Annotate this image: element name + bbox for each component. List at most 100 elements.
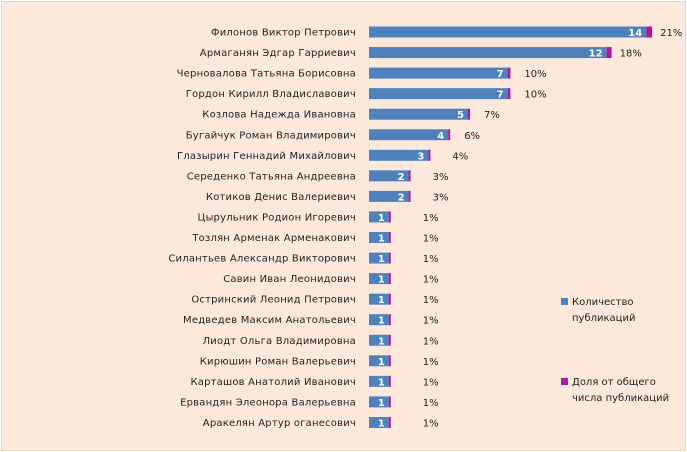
- bar-count: [369, 375, 389, 387]
- bar-share: [388, 314, 391, 326]
- bar-count: [369, 88, 508, 100]
- bar-share: [388, 355, 391, 367]
- bar-row: Остринский Леонид Петрович 1 1%: [191, 293, 439, 306]
- bar-row: Бугайчук Роман Владимирович 4 6%: [186, 129, 480, 142]
- share-label: 6%: [464, 131, 480, 142]
- bar-row: Котиков Денис Валериевич 2 3%: [206, 190, 449, 203]
- share-label: 1%: [423, 254, 439, 265]
- share-label: 1%: [423, 275, 439, 286]
- share-label: 1%: [423, 398, 439, 409]
- category-label: Тозлян Арменак Арменакович: [191, 233, 356, 244]
- bar-share: [507, 88, 511, 100]
- value-label: 2: [398, 192, 405, 203]
- bar-count: [369, 190, 409, 202]
- category-label: Черновалова Татьяна Борисовна: [177, 69, 356, 80]
- category-label: Цырульник Родион Игоревич: [197, 212, 356, 223]
- share-label: 1%: [423, 213, 439, 224]
- bar-share: [646, 26, 653, 38]
- bar-count: [369, 170, 409, 182]
- bar-row: Гордон Кирилл Владиславович 7 10%: [186, 88, 547, 101]
- bar-row: Силантьев Александр Викторович 1 1%: [168, 252, 439, 265]
- bar-count: [369, 416, 389, 428]
- category-label: Середенко Татьяна Андреевна: [187, 171, 356, 182]
- bar-count: [369, 211, 389, 223]
- bar-count: [369, 314, 389, 326]
- value-label: 5: [457, 110, 464, 121]
- bar-row: Тозлян Арменак Арменакович 1 1%: [191, 232, 439, 245]
- bar-count: [369, 334, 389, 346]
- category-label: Бугайчук Роман Владимирович: [186, 130, 356, 141]
- value-label: 1: [378, 275, 385, 286]
- share-label: 1%: [423, 357, 439, 368]
- bar-share: [388, 211, 391, 223]
- bar-count: [369, 293, 389, 305]
- bar-count: [369, 129, 449, 141]
- share-label: 3%: [433, 172, 449, 183]
- category-label: Ервандян Элеонора Валерьевна: [180, 397, 356, 408]
- bar-share: [408, 190, 411, 202]
- bar-share: [507, 67, 511, 79]
- bar-share: [388, 273, 391, 285]
- bar-count: [369, 355, 389, 367]
- bar-row: Цырульник Родион Игоревич 1 1%: [197, 211, 439, 224]
- legend-swatch: [561, 378, 568, 385]
- value-label: 1: [378, 418, 385, 429]
- category-label: Медведев Максим Анатольевич: [183, 315, 356, 326]
- bar-row: Аракелян Артур оганесович 1 1%: [203, 416, 439, 429]
- legend-label: числа публикаций: [572, 393, 669, 404]
- share-label: 18%: [620, 49, 642, 60]
- share-label: 1%: [423, 295, 439, 306]
- bar-row: Черновалова Татьяна Борисовна 7 10%: [177, 67, 547, 80]
- bar-share: [428, 149, 431, 161]
- share-label: 21%: [660, 28, 682, 39]
- category-label: Глазырин Геннадий Михайлович: [177, 151, 356, 162]
- share-label: 1%: [423, 316, 439, 327]
- bar-row: Глазырин Геннадий Михайлович 3 4%: [177, 149, 468, 162]
- share-label: 1%: [423, 336, 439, 347]
- share-label: 4%: [452, 151, 468, 162]
- bar-share: [388, 416, 391, 428]
- category-label: Котиков Денис Валериевич: [206, 192, 356, 203]
- bar-row: Медведев Максим Анатольевич 1 1%: [183, 314, 439, 327]
- legend-item: Количество публикаций: [561, 297, 636, 324]
- share-label: 10%: [524, 69, 546, 80]
- legend-label: Количество: [572, 297, 634, 308]
- bar-row: Середенко Татьяна Андреевна 2 3%: [187, 170, 449, 183]
- legend-item: Доля от общего числа публикаций: [561, 377, 669, 404]
- bar-row: Савин Иван Леонидович 1 1%: [223, 273, 439, 286]
- share-label: 1%: [423, 418, 439, 429]
- value-label: 1: [378, 234, 385, 245]
- bar-count: [369, 273, 389, 285]
- bar-share: [388, 375, 391, 387]
- value-label: 1: [378, 357, 385, 368]
- bar-count: [369, 47, 607, 59]
- bar-row: Филонов Виктор Петрович 14 21%: [211, 26, 682, 39]
- legend-label: Доля от общего: [572, 377, 656, 388]
- bar-share: [606, 47, 612, 59]
- share-label: 7%: [484, 110, 500, 121]
- category-label: Кирюшин Роман Валерьевич: [200, 356, 356, 367]
- bar-row: Ервандян Элеонора Валерьевна 1 1%: [180, 396, 439, 409]
- value-label: 1: [378, 398, 385, 409]
- bar-share: [448, 129, 451, 141]
- bar-row: Козлова Надежда Ивановна 5 7%: [202, 108, 500, 121]
- category-label: Остринский Леонид Петрович: [191, 295, 356, 306]
- bar-share: [388, 396, 391, 408]
- bar-count: [369, 232, 389, 243]
- bar-count: [369, 149, 429, 161]
- value-label: 7: [497, 90, 504, 101]
- bar-count: [369, 26, 647, 38]
- share-label: 3%: [433, 192, 449, 203]
- bar-share: [408, 170, 411, 182]
- category-label: Аракелян Артур оганесович: [203, 418, 356, 429]
- share-label: 1%: [423, 377, 439, 388]
- category-label: Силантьев Александр Викторович: [168, 254, 356, 265]
- bar-count: [369, 252, 389, 264]
- share-label: 1%: [423, 234, 439, 245]
- bar-row: Армаганян Эдгар Гарриевич 12 18%: [200, 47, 642, 60]
- bar-count: [369, 396, 389, 408]
- value-label: 1: [378, 213, 385, 224]
- value-label: 1: [378, 336, 385, 347]
